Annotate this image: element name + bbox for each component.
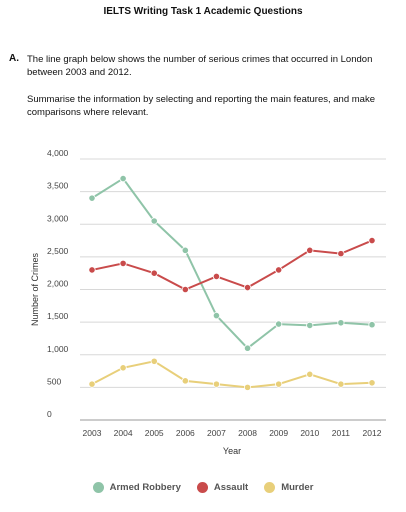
legend-label: Murder	[281, 482, 314, 493]
page-title: IELTS Writing Task 1 Academic Questions	[103, 6, 303, 17]
x-tick-label: 2006	[176, 428, 195, 438]
line-chart: 05001,0001,5002,0002,5003,0003,5004,000 …	[30, 148, 386, 456]
data-point	[119, 364, 127, 372]
legend-label: Armed Robbery	[109, 482, 181, 493]
legend-swatch	[92, 482, 104, 493]
x-tick-label: 2010	[300, 428, 319, 438]
chart-legend: Armed Robbery Assault Murder	[0, 482, 406, 493]
x-tick-label: 2011	[332, 428, 351, 438]
data-point	[150, 217, 158, 225]
chart-grid	[80, 158, 386, 421]
y-tick-label: 0	[47, 409, 52, 419]
x-tick-label: 2003	[83, 428, 102, 438]
data-point	[212, 272, 221, 281]
data-point	[88, 194, 96, 202]
data-point	[306, 321, 314, 329]
y-tick-label: 3,000	[47, 213, 69, 223]
x-tick-label: 2007	[207, 428, 226, 438]
legend-swatch	[196, 482, 208, 493]
data-point	[181, 246, 189, 254]
data-point	[368, 379, 376, 387]
data-point	[243, 383, 252, 391]
legend-swatch	[264, 482, 276, 493]
data-point	[181, 285, 189, 294]
data-point	[243, 283, 252, 292]
series-line	[91, 360, 373, 389]
x-tick-label: 2012	[363, 428, 382, 438]
legend-item: Murder	[264, 482, 313, 493]
legend-item: Armed Robbery	[92, 482, 181, 493]
x-axis-label: Year	[223, 446, 241, 456]
chart-series	[88, 174, 376, 391]
data-point	[275, 266, 283, 274]
legend-item: Assault	[196, 482, 249, 493]
question-instruction: Summarise the information by selecting a…	[27, 94, 375, 118]
y-tick-label: 2,000	[47, 279, 69, 289]
question-prompt: The line graph below shows the number of…	[27, 54, 373, 78]
data-point	[150, 357, 158, 365]
data-point	[337, 380, 345, 388]
data-point	[337, 319, 345, 327]
data-point	[119, 174, 127, 183]
data-point	[212, 380, 221, 388]
y-tick-label: 2,500	[47, 246, 69, 256]
y-tick-label: 1,000	[47, 344, 69, 354]
data-point	[275, 380, 283, 388]
y-tick-label: 1,500	[47, 311, 69, 321]
x-tick-label: 2008	[238, 428, 257, 438]
series-line	[91, 177, 373, 350]
series-line	[91, 239, 373, 291]
data-point	[368, 321, 376, 329]
x-axis-ticks: 2003 2004 2005 2006 2007 2008 2009 2010 2011 2012	[83, 428, 382, 438]
x-tick-label: 2009	[269, 428, 288, 438]
data-point	[368, 236, 376, 245]
x-tick-label: 2005	[145, 428, 164, 438]
data-point	[306, 246, 314, 254]
y-tick-label: 500	[47, 376, 61, 386]
y-axis-label: Number of Crimes	[30, 252, 40, 326]
question-number: A.	[9, 53, 19, 64]
data-point	[275, 320, 283, 328]
x-tick-label: 2004	[114, 428, 133, 438]
data-point	[306, 370, 314, 378]
data-point	[337, 250, 345, 258]
legend-label: Assault	[213, 482, 249, 493]
data-point	[150, 269, 158, 277]
data-point	[212, 312, 221, 320]
data-point	[88, 380, 96, 388]
y-tick-label: 4,000	[47, 148, 69, 158]
data-point	[119, 259, 127, 268]
data-point	[181, 377, 189, 385]
y-tick-label: 3,500	[47, 181, 69, 191]
data-point	[88, 266, 96, 274]
y-axis-ticks: 0 500 1,000 1,500 2,000 2,500 3,000 3,500 4,000	[47, 148, 69, 419]
data-point	[243, 344, 252, 352]
